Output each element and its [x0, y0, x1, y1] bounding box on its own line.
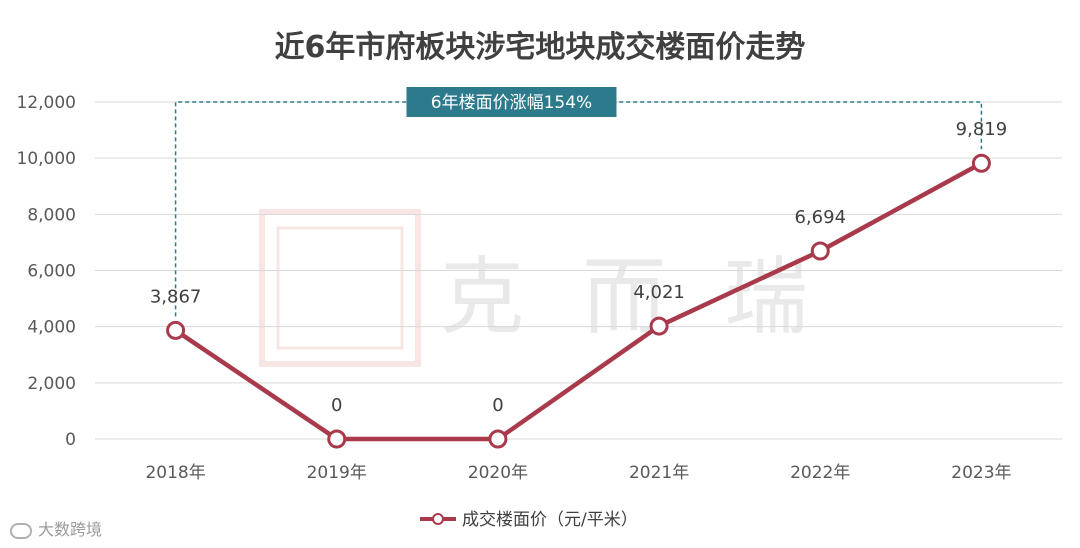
- annotation-text: 6年楼面价涨幅154%: [431, 93, 592, 113]
- data-label: 9,819: [956, 119, 1008, 140]
- legend-swatch-marker: [432, 513, 444, 525]
- data-point: [810, 241, 830, 261]
- chart-title: 近6年市府板块涉宅地块成交楼面价走势: [274, 30, 806, 65]
- data-point: [971, 153, 991, 173]
- brand-icon: [10, 522, 32, 539]
- data-label: 0: [492, 395, 503, 416]
- y-tick-label: 2,000: [27, 374, 76, 394]
- data-point: [327, 429, 347, 449]
- data-label: 6,694: [794, 207, 846, 228]
- footer-text: 大数跨境: [38, 520, 103, 539]
- watermark-logo: 克而瑞: [259, 209, 866, 367]
- y-tick-label: 12,000: [17, 93, 76, 113]
- x-tick-label: 2022年: [790, 463, 850, 483]
- x-tick-label: 2023年: [951, 463, 1011, 483]
- data-label: 0: [331, 395, 342, 416]
- x-tick-label: 2019年: [307, 463, 367, 483]
- y-tick-label: 0: [65, 430, 76, 450]
- y-tick-label: 4,000: [27, 318, 76, 338]
- legend-label: 成交楼面价（元/平米）: [462, 510, 638, 530]
- y-tick-label: 10,000: [17, 149, 76, 169]
- data-point: [488, 429, 508, 449]
- x-tick-label: 2020年: [468, 463, 528, 483]
- annotation-box: [406, 87, 617, 117]
- data-point: [649, 316, 669, 336]
- data-label: 3,867: [150, 286, 202, 307]
- y-tick-label: 8,000: [27, 205, 76, 225]
- watermark-text: 克而瑞: [440, 248, 866, 346]
- y-tick-label: 6,000: [27, 262, 76, 282]
- data-point: [166, 320, 186, 340]
- series-line: [174, 161, 983, 442]
- x-tick-label: 2021年: [629, 463, 689, 483]
- footer-brand: 大数跨境: [10, 516, 102, 540]
- data-label: 4,021: [633, 282, 685, 303]
- x-tick-label: 2018年: [145, 463, 205, 483]
